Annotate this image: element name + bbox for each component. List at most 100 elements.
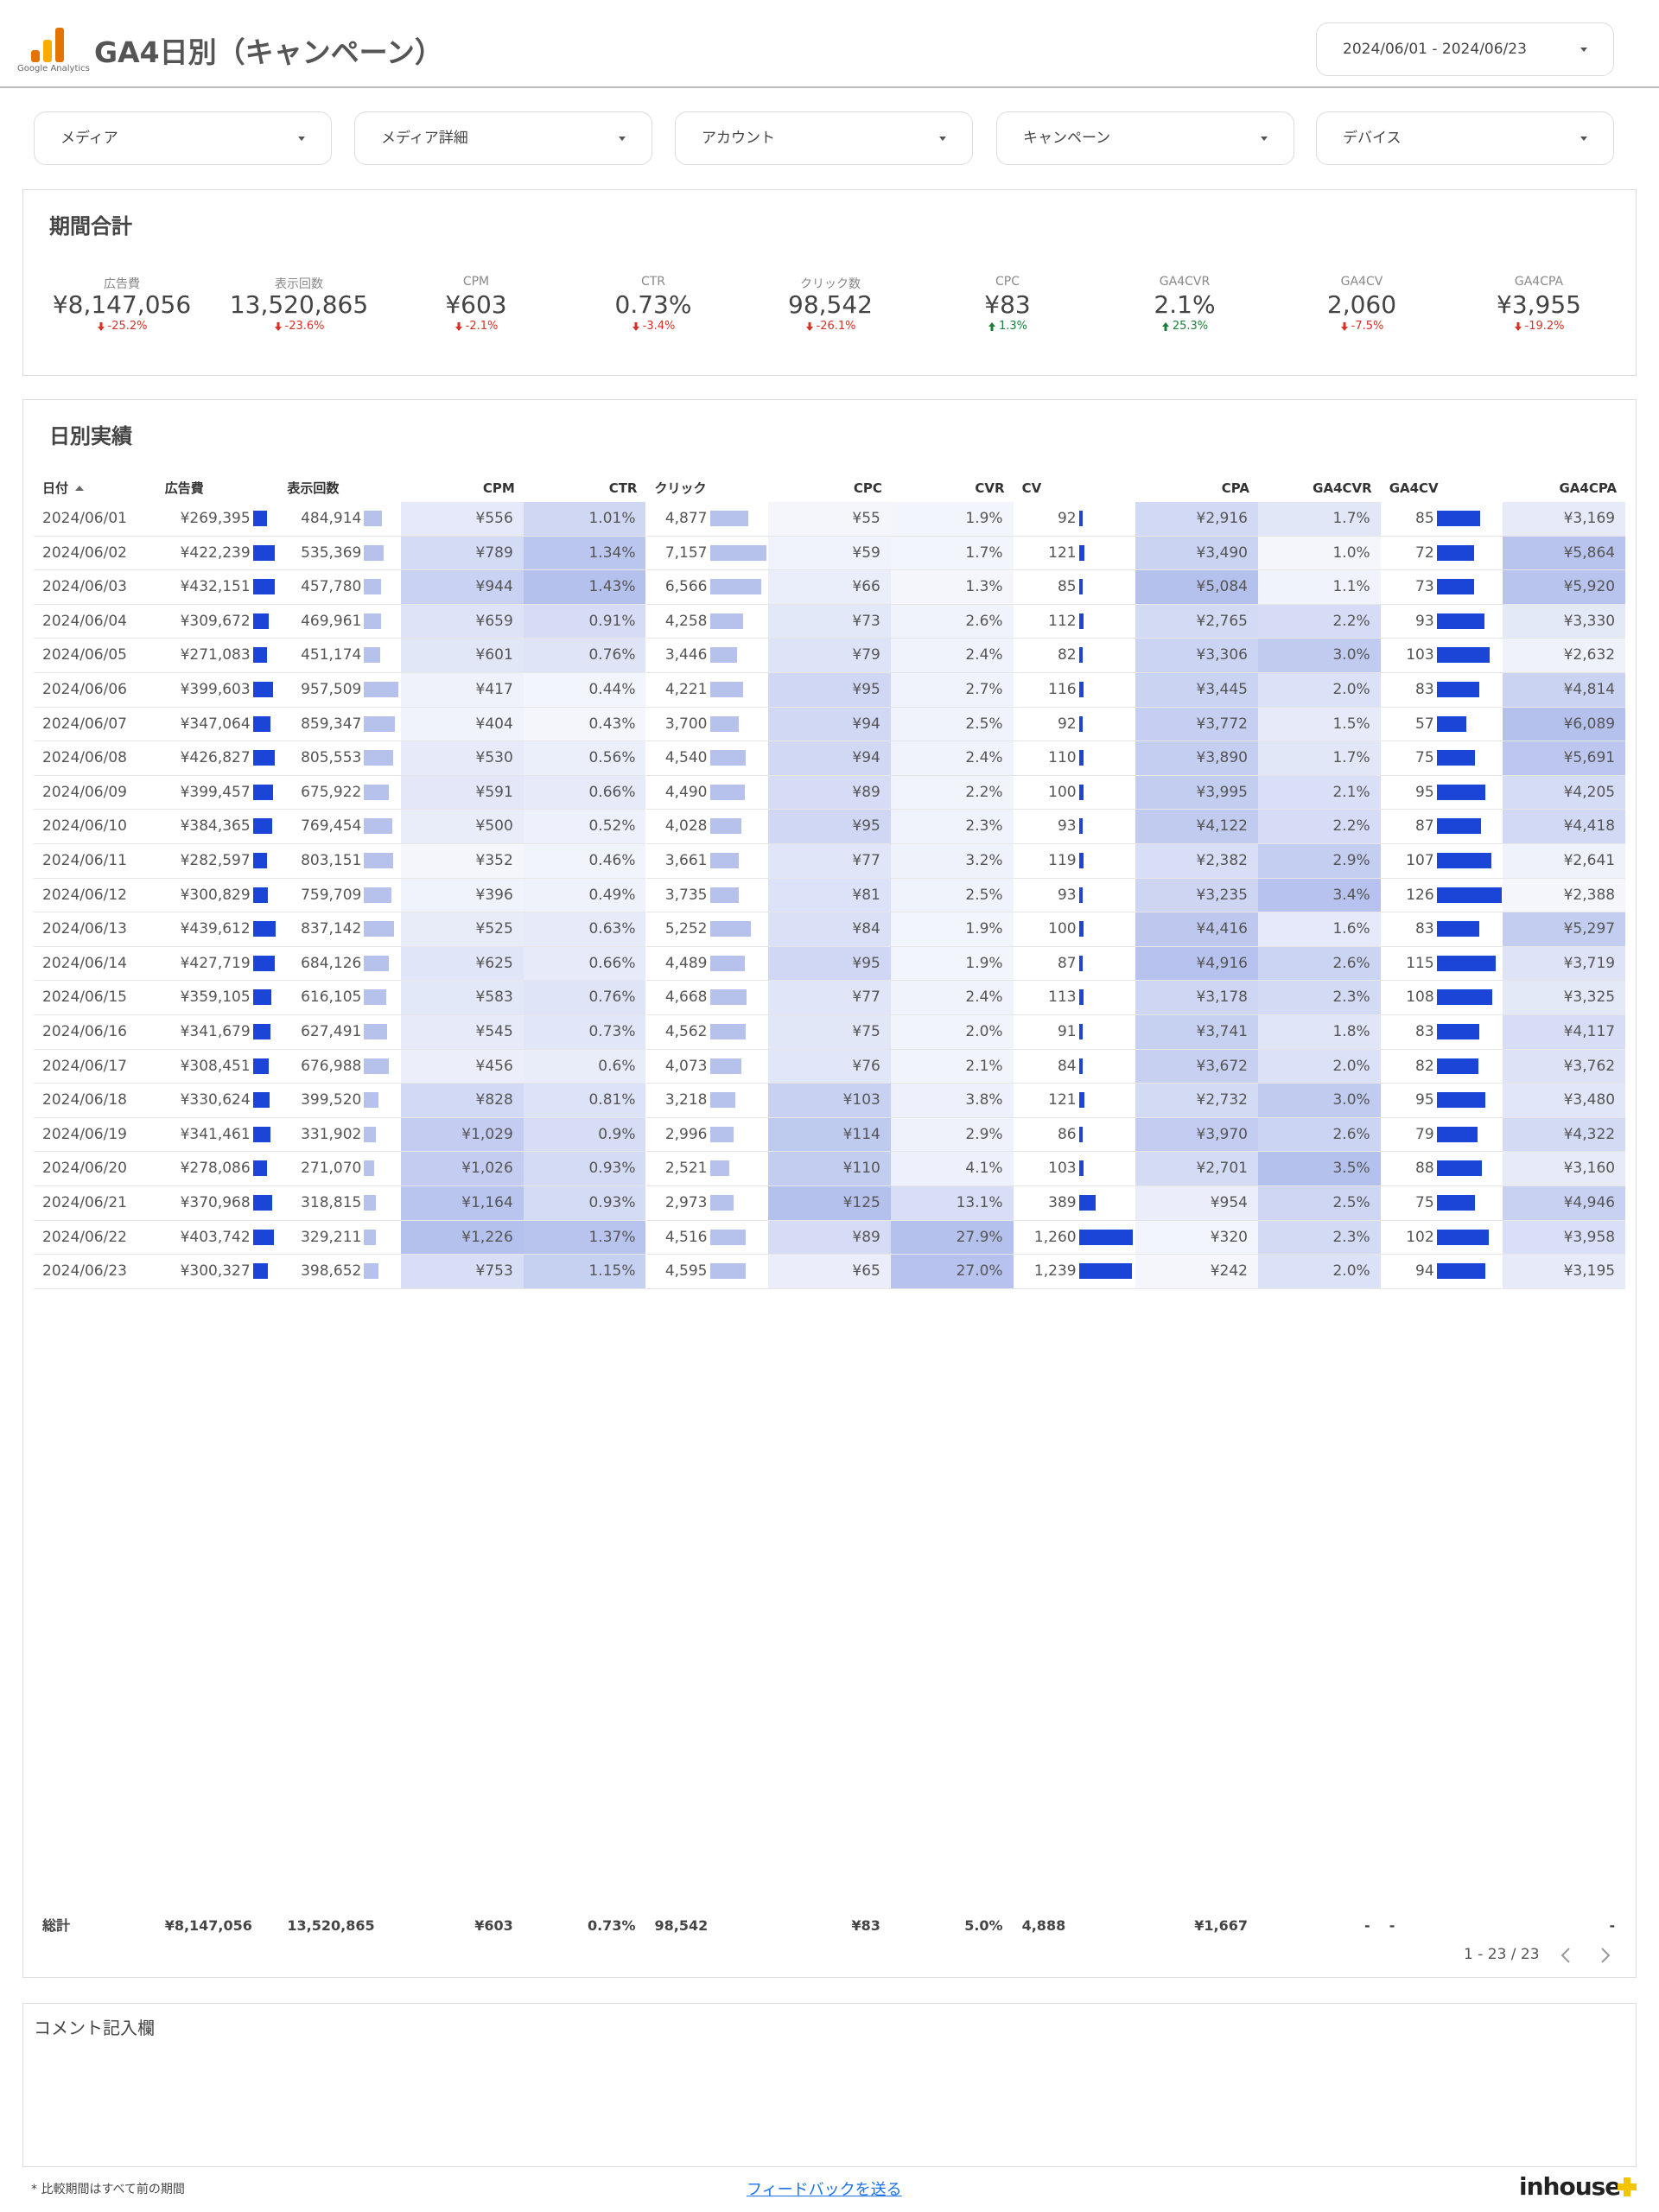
heat-cell: ¥3,235 xyxy=(1135,878,1258,913)
column-header[interactable]: クリック xyxy=(655,475,769,501)
cell-text: ¥399,603 xyxy=(180,681,251,698)
feedback-link[interactable]: フィードバックを送る xyxy=(747,2181,902,2199)
cell-text: ¥3,306 xyxy=(1196,646,1248,664)
comment-card[interactable]: コメント記入欄 xyxy=(22,2003,1637,2167)
heat-cell: 1.7% xyxy=(1258,502,1381,537)
cell-text: 3.0% xyxy=(1332,646,1370,664)
column-header[interactable]: GA4CVR xyxy=(1258,475,1372,501)
heat-cell: ¥3,160 xyxy=(1503,1152,1626,1186)
cell-text: 4,877 xyxy=(664,510,708,527)
cell-bar xyxy=(1078,647,1083,664)
kpi-value: ¥8,147,056 xyxy=(52,290,192,319)
bar-cell: 100 xyxy=(1013,776,1136,810)
column-header[interactable]: GA4CV xyxy=(1389,475,1503,501)
heat-cell: ¥530 xyxy=(401,741,524,776)
cell-text: 93 xyxy=(1057,886,1077,904)
kpi-label: 表示回数 xyxy=(275,277,323,291)
column-header[interactable]: GA4CPA xyxy=(1503,475,1617,501)
cell-bar xyxy=(364,1126,377,1142)
cell-text: 2024/06/05 xyxy=(42,646,127,664)
cell-bar xyxy=(364,682,399,697)
bar-cell: 4,073 xyxy=(645,1050,769,1084)
bar-cell: 91 xyxy=(1013,1015,1136,1050)
filter-dropdown[interactable]: メディア詳細 xyxy=(354,111,652,165)
cell-bar xyxy=(709,1160,730,1177)
column-header[interactable]: CPM xyxy=(401,475,515,501)
bar-cell: 4,258 xyxy=(645,605,769,639)
heat-cell: ¥3,890 xyxy=(1135,741,1258,776)
cell-text: ¥3,741 xyxy=(1196,1023,1248,1040)
filter-dropdown[interactable]: メディア xyxy=(34,111,332,165)
cell-bar xyxy=(252,887,269,903)
prev-page[interactable] xyxy=(1560,1948,1570,1963)
cell-text: 271,070 xyxy=(301,1160,362,1178)
column-header[interactable]: 広告費 xyxy=(165,475,279,501)
cell-bar xyxy=(252,613,269,629)
heat-cell: ¥3,995 xyxy=(1135,775,1258,810)
cell-text: 535,369 xyxy=(301,543,362,562)
cell-text: ¥556 xyxy=(475,510,513,527)
cell-bar xyxy=(252,544,275,561)
brand-mark xyxy=(1618,2177,1637,2196)
cell-text: ¥426,827 xyxy=(180,749,251,767)
bar-cell: 126 xyxy=(1380,879,1503,913)
cell-bar xyxy=(1436,1126,1478,1142)
cell-text: 1.5% xyxy=(1332,715,1370,733)
heat-cell: ¥5,691 xyxy=(1503,741,1626,776)
column-header[interactable]: 日付 xyxy=(42,475,156,501)
cell-text: ¥59 xyxy=(852,543,880,562)
cell-text: ¥347,064 xyxy=(180,715,251,733)
column-header[interactable]: CV xyxy=(1022,475,1136,501)
cell-text: ¥753 xyxy=(475,1262,513,1281)
cell-bar xyxy=(252,1263,269,1280)
cell-bar xyxy=(364,784,389,800)
cell-text: 3,735 xyxy=(664,886,708,904)
heat-cell: ¥4,122 xyxy=(1135,810,1258,844)
heat-cell: ¥1,164 xyxy=(401,1186,524,1221)
column-header[interactable]: CPC xyxy=(768,475,882,501)
cell-text: 0.73% xyxy=(588,1023,636,1040)
cell-text: 4,562 xyxy=(664,1023,708,1040)
column-header[interactable]: CPA xyxy=(1135,475,1249,501)
date-range-picker[interactable]: 2024/06/01 - 2024/06/23 xyxy=(1316,22,1614,76)
filter-dropdown[interactable]: アカウント xyxy=(675,111,973,165)
cell-bar xyxy=(709,647,737,664)
column-header[interactable]: 表示回数 xyxy=(287,475,401,501)
pager-buttons[interactable] xyxy=(1555,1944,1616,1967)
cell-bar xyxy=(364,579,381,595)
next-page[interactable] xyxy=(1601,1948,1611,1963)
filter-dropdown[interactable]: デバイス xyxy=(1316,111,1614,165)
heat-cell: ¥76 xyxy=(768,1049,891,1084)
trend-arrow xyxy=(1161,321,1169,331)
cell-text: 7,157 xyxy=(664,543,708,562)
date-cell: 2024/06/12 xyxy=(34,879,156,913)
bar-cell: 75 xyxy=(1380,1186,1503,1221)
date-cell: 2024/06/10 xyxy=(34,810,156,844)
column-header[interactable]: CVR xyxy=(891,475,1004,501)
column-header[interactable]: CTR xyxy=(524,475,638,501)
filter-dropdown[interactable]: キャンペーン xyxy=(996,111,1294,165)
cell-bar xyxy=(1078,921,1084,938)
cell-text: 2024/06/12 xyxy=(42,886,127,904)
cell-text: ¥3,445 xyxy=(1196,681,1248,698)
header-label: CPM xyxy=(482,480,515,496)
cell-text: 82 xyxy=(1415,1057,1434,1075)
cell-text: 1.34% xyxy=(588,543,636,562)
bar-cell: 3,735 xyxy=(645,879,769,913)
cell-text: 0.9% xyxy=(598,1125,636,1143)
cell-bar xyxy=(364,613,382,629)
cell-bar xyxy=(252,1126,270,1142)
total-cell: 総計 xyxy=(42,1917,71,1934)
heat-cell: ¥125 xyxy=(768,1186,891,1221)
cell-bar xyxy=(709,511,748,526)
heat-cell: ¥3,741 xyxy=(1135,1015,1258,1050)
bar-cell: 469,961 xyxy=(278,605,402,639)
bar-cell: 329,211 xyxy=(278,1221,402,1255)
cell-text: ¥5,297 xyxy=(1563,920,1616,938)
cell-text: 1,239 xyxy=(1033,1262,1077,1281)
cell-text: 2,973 xyxy=(664,1194,708,1211)
bar-cell: ¥359,105 xyxy=(156,981,279,1015)
cell-text: 4,258 xyxy=(664,612,708,630)
bar-cell: 4,562 xyxy=(645,1015,769,1050)
cell-text: 2024/06/23 xyxy=(42,1262,127,1281)
